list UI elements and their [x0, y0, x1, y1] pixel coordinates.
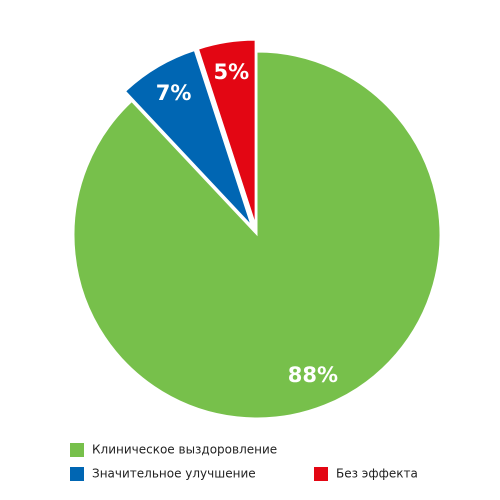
legend-swatch: [314, 467, 328, 481]
legend-label: Без эффекта: [336, 467, 418, 481]
pie-slice: [73, 51, 441, 419]
pie-slice: [124, 49, 252, 226]
legend-label: Клиническое выздоровление: [92, 443, 277, 457]
pie-slice: [197, 39, 256, 224]
legend-swatch: [70, 443, 84, 457]
legend-label: Значительное улучшение: [92, 467, 256, 481]
legend-swatch: [70, 467, 84, 481]
value-label: 5%: [214, 60, 250, 84]
value-label: 7%: [156, 81, 192, 105]
value-label: 88%: [288, 363, 338, 387]
